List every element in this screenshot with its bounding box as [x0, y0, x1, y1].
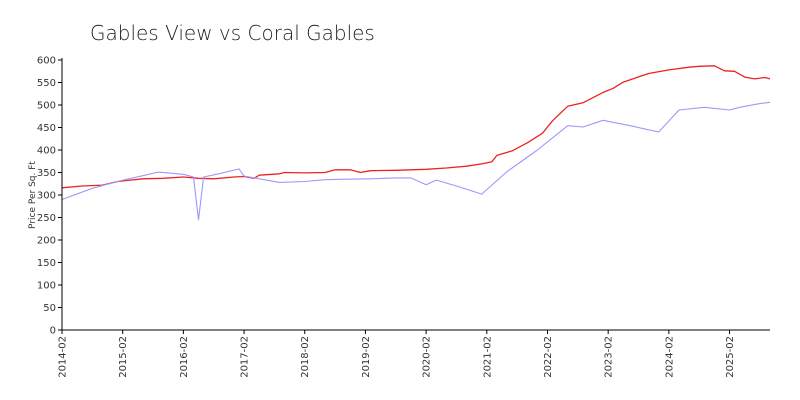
plot-area — [61, 65, 771, 221]
x-tick-label: 2014-02 — [58, 336, 69, 378]
y-tick-label: 350 — [37, 168, 56, 179]
series-line-1 — [61, 65, 771, 189]
y-tick-label: 0 — [50, 326, 56, 337]
y-tick-label: 250 — [37, 213, 56, 224]
y-tick-label: 150 — [37, 258, 56, 269]
x-tick-label: 2025-02 — [725, 336, 736, 378]
x-tick-label: 2020-02 — [422, 336, 433, 378]
x-axis: 2014-02 2015-02 2016-02 2017-02 2018-02 2019-… — [58, 330, 736, 378]
x-tick-label: 2022-02 — [543, 336, 554, 378]
y-tick-label: 550 — [37, 78, 56, 89]
y-tick-label: 300 — [37, 191, 56, 202]
y-tick-label: 100 — [37, 281, 56, 292]
y-axis: 0 50 100 150 200 250 300 350 400 450 500 550 600 — [37, 56, 62, 337]
x-tick-label: 2017-02 — [240, 336, 251, 378]
x-tick-label: 2021-02 — [482, 336, 493, 378]
x-tick-label: 2024-02 — [664, 336, 675, 378]
y-tick-label: 600 — [37, 56, 56, 67]
x-tick-label: 2015-02 — [118, 336, 129, 378]
y-tick-label: 450 — [37, 123, 56, 134]
x-tick-label: 2023-02 — [604, 336, 615, 378]
x-tick-label: 2018-02 — [300, 336, 311, 378]
y-tick-label: 50 — [43, 303, 56, 314]
y-tick-label: 200 — [37, 236, 56, 247]
y-tick-label: 400 — [37, 146, 56, 157]
x-tick-label: 2016-02 — [179, 336, 190, 378]
y-axis-label: Price Per Sq. Ft — [28, 161, 38, 229]
y-tick-label: 500 — [37, 101, 56, 112]
chart-title: Gables View vs Coral Gables — [90, 21, 375, 45]
x-tick-label: 2019-02 — [361, 336, 372, 378]
series-line-2 — [61, 101, 771, 221]
